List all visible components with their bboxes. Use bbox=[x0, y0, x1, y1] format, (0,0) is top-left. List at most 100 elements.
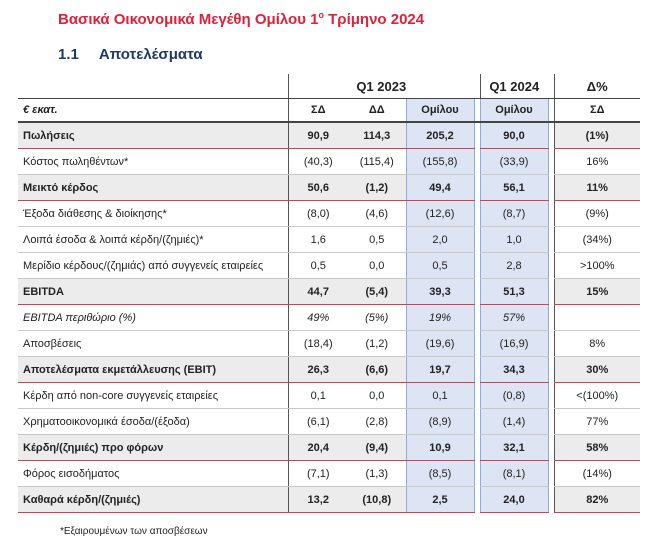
cell: 19% bbox=[405, 304, 475, 331]
row-label: Κόστος πωληθέντων* bbox=[18, 148, 288, 175]
table-row: Κέρδη από non-core συγγενείς εταιρείες 0,… bbox=[18, 382, 640, 409]
spacer bbox=[474, 356, 480, 383]
cell: (8,0) bbox=[287, 200, 348, 227]
column-header: Ομίλου bbox=[405, 98, 475, 123]
cell: 57% bbox=[479, 304, 549, 331]
cell: 10,9 bbox=[405, 434, 475, 461]
section-number: 1.1 bbox=[58, 46, 79, 63]
cell: (6,1) bbox=[287, 408, 348, 435]
footnote: *Εξαιρουμένων των αποσβέσεων bbox=[60, 526, 208, 537]
cell: (40,3) bbox=[287, 148, 348, 175]
spacer bbox=[548, 278, 554, 305]
spacer bbox=[474, 460, 480, 487]
spacer bbox=[474, 486, 480, 513]
header-cell bbox=[18, 74, 288, 99]
row-label: Φόρος εισοδήματος bbox=[18, 460, 288, 487]
cell: (1,4) bbox=[479, 408, 549, 435]
table-row: Μερίδιο κέρδους/(ζημιάς) από συγγενείς ε… bbox=[18, 252, 640, 279]
cell: 0,1 bbox=[287, 382, 348, 409]
cell: (18,4) bbox=[287, 330, 348, 357]
cell: 39,3 bbox=[405, 278, 475, 305]
table-row: Κόστος πωληθέντων* (40,3) (115,4) (155,8) (3… bbox=[18, 148, 640, 175]
spacer bbox=[474, 330, 480, 357]
column-header: Ομίλου bbox=[479, 98, 549, 123]
cell: (9%) bbox=[553, 200, 640, 227]
spacer bbox=[548, 74, 554, 99]
row-label: Καθαρά κέρδη/(ζημιές) bbox=[18, 486, 288, 513]
table-row: Καθαρά κέρδη/(ζημιές) 13,2 (10,8) 2,5 24,0 82… bbox=[18, 486, 640, 513]
table-row: Κέρδη/(ζημιές) προ φόρων 20,4 (9,4) 10,9 32,… bbox=[18, 434, 640, 461]
cell: (19,6) bbox=[405, 330, 475, 357]
title-text: Βασικά Οικονομικά Μεγέθη Ομίλου 1 bbox=[58, 11, 319, 28]
cell: (14%) bbox=[553, 460, 640, 487]
title: Βασικά Οικονομικά Μεγέθη Ομίλου 1ο Τρίμη… bbox=[58, 10, 424, 28]
column-header: ΣΔ bbox=[553, 98, 640, 123]
row-label: Μερίδιο κέρδους/(ζημιάς) από συγγενείς ε… bbox=[18, 252, 288, 279]
spacer bbox=[548, 226, 554, 253]
spacer bbox=[548, 304, 554, 331]
cell: (4,6) bbox=[348, 200, 406, 227]
table-row: EBITDA 44,7 (5,4) 39,3 51,3 15% bbox=[18, 278, 640, 305]
row-label: Κέρδη από non-core συγγενείς εταιρείες bbox=[18, 382, 288, 409]
spacer bbox=[474, 174, 480, 201]
cell: 16% bbox=[553, 148, 640, 175]
cell: 2,8 bbox=[479, 252, 549, 279]
cell: 11% bbox=[553, 174, 640, 201]
table-row: Αποσβέσεις (18,4) (1,2) (19,6) (16,9) 8% bbox=[18, 330, 640, 357]
row-label: Κέρδη/(ζημιές) προ φόρων bbox=[18, 434, 288, 461]
cell: (10,8) bbox=[348, 486, 406, 513]
spacer bbox=[548, 382, 554, 409]
spacer bbox=[474, 408, 480, 435]
row-label: Αποτελέσματα εκμετάλλευσης (EBIT) bbox=[18, 356, 288, 383]
spacer bbox=[548, 460, 554, 487]
cell: 15% bbox=[553, 278, 640, 305]
cell: 1,6 bbox=[287, 226, 348, 253]
cell: 0,0 bbox=[348, 382, 406, 409]
cell: 32,1 bbox=[479, 434, 549, 461]
cell: (1,2) bbox=[348, 330, 406, 357]
cell: 30% bbox=[553, 356, 640, 383]
cell: 114,3 bbox=[348, 121, 406, 149]
column-header: ΣΔ bbox=[287, 98, 348, 123]
cell: (8,7) bbox=[479, 200, 549, 227]
cell: 205,2 bbox=[405, 121, 475, 149]
cell: 26,3 bbox=[287, 356, 348, 383]
row-label: Λοιπά έσοδα & λοιπά κέρδη/(ζημιές)* bbox=[18, 226, 288, 253]
cell: (2,8) bbox=[348, 408, 406, 435]
row-label: Πωλήσεις bbox=[18, 121, 288, 149]
cell: 0,5 bbox=[348, 226, 406, 253]
cell: 58% bbox=[553, 434, 640, 461]
cell: 49,4 bbox=[405, 174, 475, 201]
spacer bbox=[474, 252, 480, 279]
cell: 50,6 bbox=[287, 174, 348, 201]
spacer bbox=[474, 434, 480, 461]
spacer bbox=[474, 278, 480, 305]
cell bbox=[553, 304, 640, 331]
spacer bbox=[548, 122, 554, 149]
row-label: Χρηματοοικονομικά έσοδα/(έξοδα) bbox=[18, 408, 288, 435]
cell: 49% bbox=[287, 304, 348, 331]
cell: 56,1 bbox=[479, 174, 549, 201]
group-header: Δ% bbox=[553, 74, 640, 99]
cell: (6,6) bbox=[348, 356, 406, 383]
spacer bbox=[474, 200, 480, 227]
spacer bbox=[474, 122, 480, 149]
spacer bbox=[548, 98, 554, 123]
row-label: EBITDA περιθώριο (%) bbox=[18, 304, 288, 331]
group-header: Q1 2023 bbox=[287, 74, 474, 99]
row-label: Αποσβέσεις bbox=[18, 330, 288, 357]
cell: 0,5 bbox=[405, 252, 475, 279]
cell: 90,9 bbox=[287, 121, 348, 149]
cell: 82% bbox=[553, 486, 640, 513]
cell: 77% bbox=[553, 408, 640, 435]
cell: 0,1 bbox=[405, 382, 475, 409]
row-label: EBITDA bbox=[18, 278, 288, 305]
header-row: Q1 2023 Q1 2024 Δ% bbox=[18, 74, 640, 99]
cell: (7,1) bbox=[287, 460, 348, 487]
table-row: Φόρος εισοδήματος (7,1) (1,3) (8,5) (8,1) (14… bbox=[18, 460, 640, 487]
cell: 1,0 bbox=[479, 226, 549, 253]
cell: 24,0 bbox=[479, 486, 549, 513]
cell: (1,3) bbox=[348, 460, 406, 487]
cell: 2,0 bbox=[405, 226, 475, 253]
